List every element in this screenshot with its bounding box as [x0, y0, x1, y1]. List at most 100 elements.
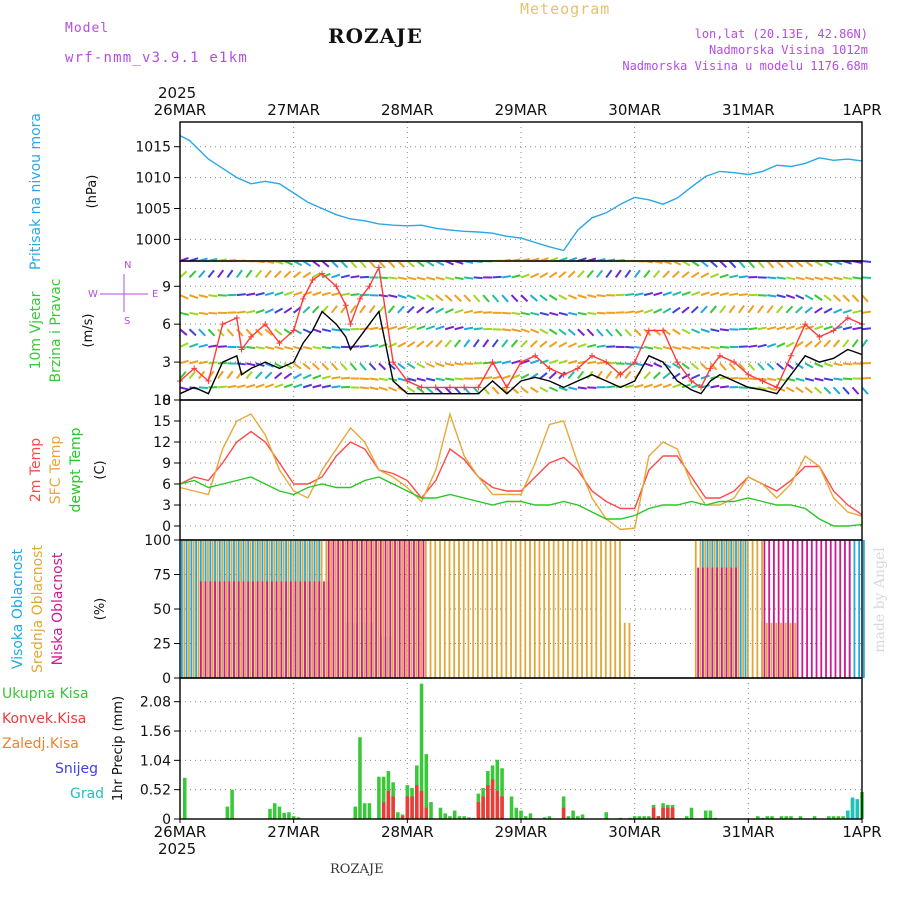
wind-arrow	[577, 270, 585, 279]
precip-bar	[666, 807, 670, 819]
gust-marker	[603, 359, 610, 366]
precip-bar	[272, 803, 277, 819]
wind-arrow	[179, 311, 189, 316]
wind-arrow	[766, 362, 775, 371]
wind-arrow	[776, 377, 786, 382]
panel-label: Niska Oblacnost	[50, 552, 66, 665]
wind-arrow	[482, 376, 493, 380]
wind-arrow	[473, 310, 483, 314]
wind-arrow	[795, 325, 805, 331]
wind-arrow	[653, 383, 663, 389]
wind-arrow	[785, 260, 794, 268]
wind-arrow	[548, 271, 558, 279]
time-tick-label: 31MAR	[722, 101, 775, 119]
wind-arrow	[255, 371, 263, 380]
wind-arrow	[748, 377, 758, 381]
wind-arrow	[823, 377, 834, 382]
wind-arrow	[406, 325, 417, 331]
precip-bar	[462, 816, 466, 819]
gust-marker	[617, 371, 624, 378]
precip-bar	[708, 810, 713, 819]
wind-arrow	[719, 273, 729, 279]
wind-arrow	[738, 275, 748, 279]
y-tick-label: 0	[162, 519, 171, 535]
gust-marker	[475, 384, 482, 391]
wind-arrow	[359, 344, 370, 348]
wind-arrow	[236, 293, 246, 297]
wind-arrow	[530, 328, 540, 334]
wind-arrow	[529, 294, 538, 302]
precip-bar	[381, 776, 386, 819]
wind-arrow	[483, 311, 493, 314]
wind-arrow	[501, 311, 512, 315]
time-tick-label: 1APR	[842, 823, 881, 841]
wind-arrow	[662, 383, 672, 389]
wind-arrow	[321, 291, 331, 297]
wind-arrow	[842, 276, 853, 281]
wind-arrow	[549, 311, 559, 317]
wind-arrow	[757, 386, 767, 391]
wind-arrow	[511, 328, 521, 333]
wind-arrow	[330, 362, 339, 371]
wind-arrow	[643, 371, 652, 380]
precip-bar	[571, 810, 575, 819]
precip-bar	[287, 812, 291, 819]
model-label: Model	[65, 21, 110, 36]
y-tick-label: 1000	[135, 232, 171, 248]
wind-arrow	[321, 272, 331, 279]
wind-arrow	[729, 376, 739, 380]
precip-bar	[182, 777, 187, 819]
precip-bar	[419, 790, 424, 819]
wind-arrow	[804, 276, 815, 281]
wind-arrow	[350, 293, 360, 297]
wind-arrow	[672, 291, 682, 297]
wind-arrow	[577, 328, 586, 337]
precip-bar	[836, 816, 841, 819]
wind-arrow	[330, 260, 339, 268]
panel-precip: 0 0.52 1.04 1.56 2.08 Ukupna Kisa Konvek.Kisa Z…	[2, 677, 864, 828]
wind-arrow	[397, 341, 407, 348]
wind-arrow	[710, 272, 720, 279]
precip-legend-item: Ukupna Kisa	[2, 686, 89, 702]
wind-arrow	[625, 310, 635, 314]
precip-bar	[547, 816, 552, 819]
wind-arrow	[274, 345, 284, 351]
precip-bar	[476, 802, 481, 819]
wind-arrow	[425, 306, 435, 314]
wind-arrow	[757, 304, 764, 314]
wind-arrow	[482, 339, 490, 348]
wind-arrow	[851, 339, 859, 348]
gust-marker	[248, 333, 255, 340]
wind-arrow	[842, 326, 853, 331]
wind-arrow	[445, 276, 455, 281]
gust-marker	[560, 371, 567, 378]
gust-marker	[404, 378, 411, 385]
precip-legend-item: Konvek.Kisa	[2, 711, 86, 727]
wind-arrow	[416, 362, 426, 369]
wind-arrow	[539, 294, 548, 302]
wind-arrow	[634, 309, 644, 314]
precip-bar	[225, 806, 230, 819]
wind-arrow	[406, 386, 416, 394]
wind-arrow	[653, 345, 663, 350]
wind-arrow	[634, 362, 644, 367]
wind-arrow	[539, 311, 549, 316]
wind-arrow	[633, 328, 642, 337]
wind-arrow	[188, 270, 197, 279]
wind-arrow	[861, 310, 872, 314]
precip-bar	[855, 799, 860, 819]
wind-arrow	[577, 294, 587, 299]
wind-arrow	[264, 383, 275, 389]
wind-arrow	[189, 294, 199, 299]
wind-arrow	[198, 294, 208, 299]
y-tick-label: 9	[162, 279, 171, 295]
precip-bar	[500, 796, 504, 819]
gust-marker	[802, 321, 809, 328]
wind-arrow	[719, 305, 727, 314]
wind-arrow	[700, 272, 710, 279]
wind-arrow	[691, 373, 701, 380]
wind-arrow	[226, 269, 234, 279]
wind-arrow	[567, 294, 578, 300]
wind-arrow	[293, 271, 302, 279]
